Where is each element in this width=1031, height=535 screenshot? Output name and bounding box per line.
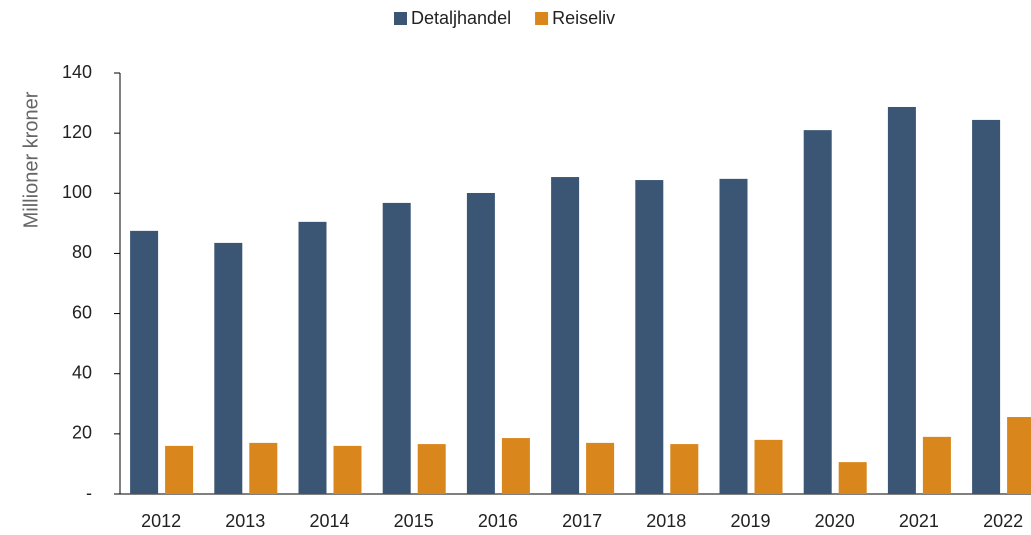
bar: [466, 192, 495, 495]
bar: [130, 230, 159, 494]
x-tick-label: 2014: [309, 511, 349, 531]
bar: [670, 444, 699, 494]
y-tick-label: 140: [62, 62, 92, 82]
x-tick-label: 2020: [815, 511, 855, 531]
bar: [635, 180, 664, 494]
bar: [382, 202, 411, 494]
bar: [417, 444, 446, 494]
legend-swatch: [394, 12, 407, 25]
bar: [754, 439, 783, 494]
x-tick-label: 2019: [730, 511, 770, 531]
bar: [333, 445, 362, 494]
y-tick-label: 80: [72, 242, 92, 262]
bar: [922, 436, 951, 494]
x-tick-label: 2015: [394, 511, 434, 531]
legend-label: Reiseliv: [552, 8, 615, 28]
x-tick-label: 2013: [225, 511, 265, 531]
bar: [551, 177, 580, 494]
x-tick-label: 2022: [983, 511, 1023, 531]
y-tick-label: 120: [62, 122, 92, 142]
bar: [803, 130, 832, 494]
bar: [165, 445, 194, 494]
x-tick-label: 2018: [646, 511, 686, 531]
y-tick-label: 40: [72, 362, 92, 382]
legend-swatch: [535, 12, 549, 25]
y-axis-label: Millioner kroner: [20, 91, 42, 228]
x-tick-label: 2016: [478, 511, 518, 531]
x-tick-label: 2021: [899, 511, 939, 531]
y-tick-label: 20: [72, 423, 92, 443]
bar: [719, 178, 748, 494]
bar: [887, 106, 916, 494]
bar: [298, 221, 327, 494]
x-tick-label: 2017: [562, 511, 602, 531]
bar: [501, 438, 530, 494]
bar: [838, 462, 867, 494]
bar: [586, 442, 615, 494]
y-tick-label: -: [86, 483, 92, 503]
bar: [214, 242, 243, 494]
legend-label: Detaljhandel: [411, 8, 511, 28]
bar: [249, 442, 278, 494]
y-tick-label: 100: [62, 182, 92, 202]
y-tick-label: 60: [72, 302, 92, 322]
bar: [1007, 417, 1031, 494]
bar: [972, 119, 1001, 494]
x-tick-label: 2012: [141, 511, 181, 531]
